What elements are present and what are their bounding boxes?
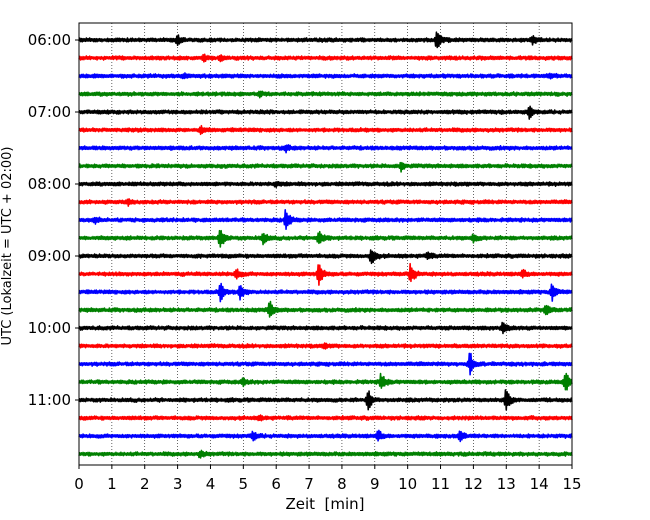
plot-frame — [78, 22, 573, 466]
x-tick-label: 12 — [464, 475, 483, 493]
trace-0730 — [78, 144, 573, 154]
trace-0745 — [78, 161, 573, 173]
x-tick-label: 6 — [271, 475, 281, 493]
trace-0900 — [78, 249, 573, 265]
y-tick-label: 11:00 — [28, 391, 71, 409]
trace-1000 — [78, 321, 573, 335]
x-tick-label: 0 — [74, 475, 84, 493]
x-tick-label: 14 — [530, 475, 549, 493]
x-axis-label: Zeit [min] — [285, 495, 364, 513]
y-axis-ticks: 06:00 07:00 08:00 09:00 10:00 11:00 — [28, 31, 79, 409]
trace-0830 — [78, 209, 573, 231]
x-tick-label: 4 — [206, 475, 216, 493]
y-tick-label: 10:00 — [28, 319, 71, 337]
x-tick-label: 9 — [370, 475, 380, 493]
trace-1145 — [78, 449, 573, 459]
trace-0845 — [78, 229, 573, 248]
seismic-traces — [78, 31, 573, 459]
trace-0715 — [78, 124, 573, 136]
trace-0600 — [78, 31, 573, 49]
x-tick-label: 1 — [107, 475, 117, 493]
y-tick-label: 07:00 — [28, 103, 71, 121]
x-tick-label: 8 — [337, 475, 347, 493]
y-tick-label: 08:00 — [28, 175, 71, 193]
x-tick-label: 7 — [304, 475, 314, 493]
trace-1115 — [78, 414, 573, 422]
y-tick-label: 06:00 — [28, 31, 71, 49]
x-tick-label: 11 — [431, 475, 450, 493]
trace-1130 — [78, 429, 573, 443]
trace-0915 — [78, 262, 573, 286]
trace-0815 — [78, 198, 573, 207]
x-tick-label: 5 — [239, 475, 249, 493]
trace-0700 — [78, 105, 573, 120]
trace-1015 — [78, 342, 573, 350]
trace-1100 — [78, 389, 573, 411]
x-tick-label: 3 — [173, 475, 183, 493]
trace-0615 — [78, 53, 573, 63]
x-tick-label: 10 — [398, 475, 417, 493]
x-axis-ticks: 0 1 2 3 4 5 6 7 8 9 10 11 12 13 14 15 — [74, 465, 582, 493]
trace-0945 — [78, 300, 573, 318]
trace-0930 — [78, 282, 573, 303]
trace-0630 — [78, 72, 573, 80]
trace-0800 — [78, 180, 573, 189]
x-tick-label: 2 — [140, 475, 150, 493]
trace-1030 — [78, 352, 573, 376]
x-tick-label: 15 — [562, 475, 581, 493]
x-tick-label: 13 — [497, 475, 516, 493]
trace-1045 — [78, 372, 573, 391]
y-tick-label: 09:00 — [28, 247, 71, 265]
y-axis-label: UTC (Lokalzeit = UTC + 02:00) — [0, 147, 15, 346]
trace-0645 — [78, 90, 573, 99]
